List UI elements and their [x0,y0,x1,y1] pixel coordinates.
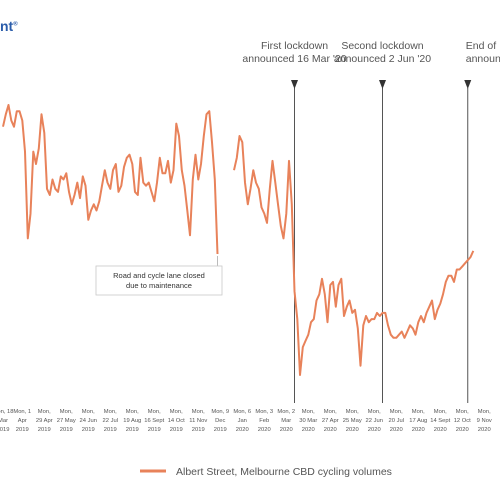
event-label-3-line-2: announ [466,53,500,65]
event-label-2-line-2: announced 2 Jun '20 [334,53,431,65]
x-tick-label-10: Mon, 11 Nov 2019 [189,409,207,433]
x-tick-label-22: Mon, 12 Oct 2020 [454,409,471,433]
x-tick-label-4: Mon, 27 May 2019 [57,409,76,433]
x-tick-label-15: Mon, 30 Mar 2020 [299,409,317,433]
x-tick-label-17: Mon, 25 May 2020 [343,409,362,433]
x-tick-label-16: Mon, 27 Apr 2020 [322,409,339,433]
x-tick-label-13: Mon, 3 Feb 2020 [255,409,273,433]
event-label-1-line-2: announced 16 Mar '20 [242,53,346,65]
x-tick-label-1: Mon, 18Mar2019 [0,409,13,433]
legend-label: Albert Street, Melbourne CBD cycling vol… [176,466,392,478]
event-arrow-3 [464,80,472,89]
annotation-text-1-line-1: Road and cycle lane closed [113,271,205,280]
x-tick-label-19: Mon, 20 Jul 2020 [389,409,404,433]
event-label-2-line-1: Second lockdown [341,40,423,52]
x-tick-label-5: Mon, 24 Jun 2019 [80,409,97,433]
series-line-segment-1 [2,104,219,255]
x-tick-label-12: Mon, 6 Jan 2020 [233,409,251,433]
x-tick-label-2: Mon, 1 Apr 2019 [13,409,31,433]
event-label-1-line-1: First lockdown [261,40,328,52]
x-tick-label-21: Mon, 14 Sept 2020 [430,409,450,433]
annotation-text-1-line-2: due to maintenance [126,281,192,290]
legend: Albert Street, Melbourne CBD cycling vol… [140,466,392,478]
x-tick-label-11: Mon, 9 Dec 2019 [211,409,229,433]
x-tick-label-6: Mon, 22 Jul 2019 [103,409,118,433]
x-tick-label-18: Mon, 22 Jun 2020 [366,409,383,433]
event-label-3-line-1: End of [466,40,496,52]
x-tick-label-23: Mon, 9 Nov 2020 [477,409,492,433]
x-tick-label-8: Mon, 16 Sept 2019 [144,409,164,433]
x-tick-label-9: Mon, 14 Oct 2019 [168,409,185,433]
event-arrow-2 [379,80,386,89]
annotation-box-1 [95,265,223,296]
event-arrow-1 [291,80,298,89]
series-layer [2,104,475,376]
x-tick-label-3: Mon, 29 Apr 2019 [36,409,53,433]
x-tick-label-7: Mon, 19 Aug 2019 [123,409,141,433]
series-line-segment-2 [233,135,475,376]
x-tick-label-14: Mon, 2 Mar 2020 [277,409,295,433]
brand-logo: nt® [0,18,18,34]
x-tick-label-20: Mon, 17 Aug 2020 [409,409,427,433]
